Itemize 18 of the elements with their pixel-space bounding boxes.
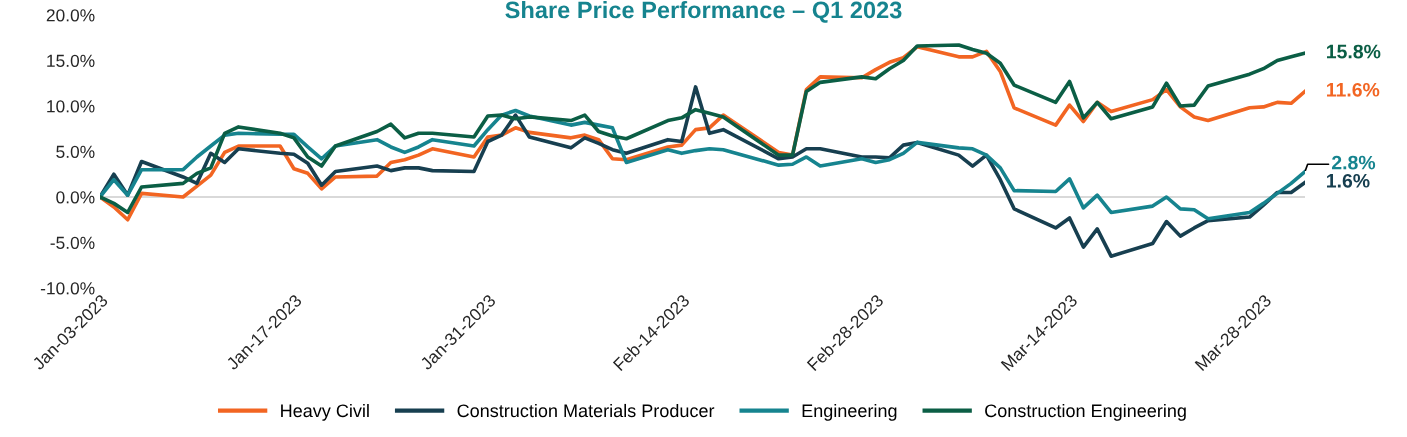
- y-tick-label: 15.0%: [47, 54, 95, 67]
- legend-label: Construction Materials Producer: [457, 403, 715, 418]
- line-series: [100, 108, 1305, 221]
- data-label: 1.6%: [1327, 173, 1370, 188]
- data-label: 11.6%: [1327, 82, 1380, 97]
- data-label: 15.8%: [1327, 44, 1381, 59]
- y-tick-label: 20.0%: [46, 9, 95, 22]
- y-tick-label: 0.0%: [56, 191, 95, 204]
- chart-title: Share Price Performance – Q1 2023: [505, 1, 902, 23]
- legend-label: Engineering: [802, 403, 897, 421]
- legend-label: Construction Engineering: [985, 403, 1186, 421]
- legend-label: Heavy Civil: [281, 403, 369, 421]
- y-tick-label: 5.0%: [56, 145, 95, 158]
- y-tick-label: -10.0%: [40, 282, 95, 295]
- y-tick-label: 10.0%: [47, 100, 95, 113]
- y-tick-label: -5.0%: [50, 236, 95, 249]
- line-series: [100, 85, 1305, 258]
- data-label: 2.8%: [1331, 155, 1376, 170]
